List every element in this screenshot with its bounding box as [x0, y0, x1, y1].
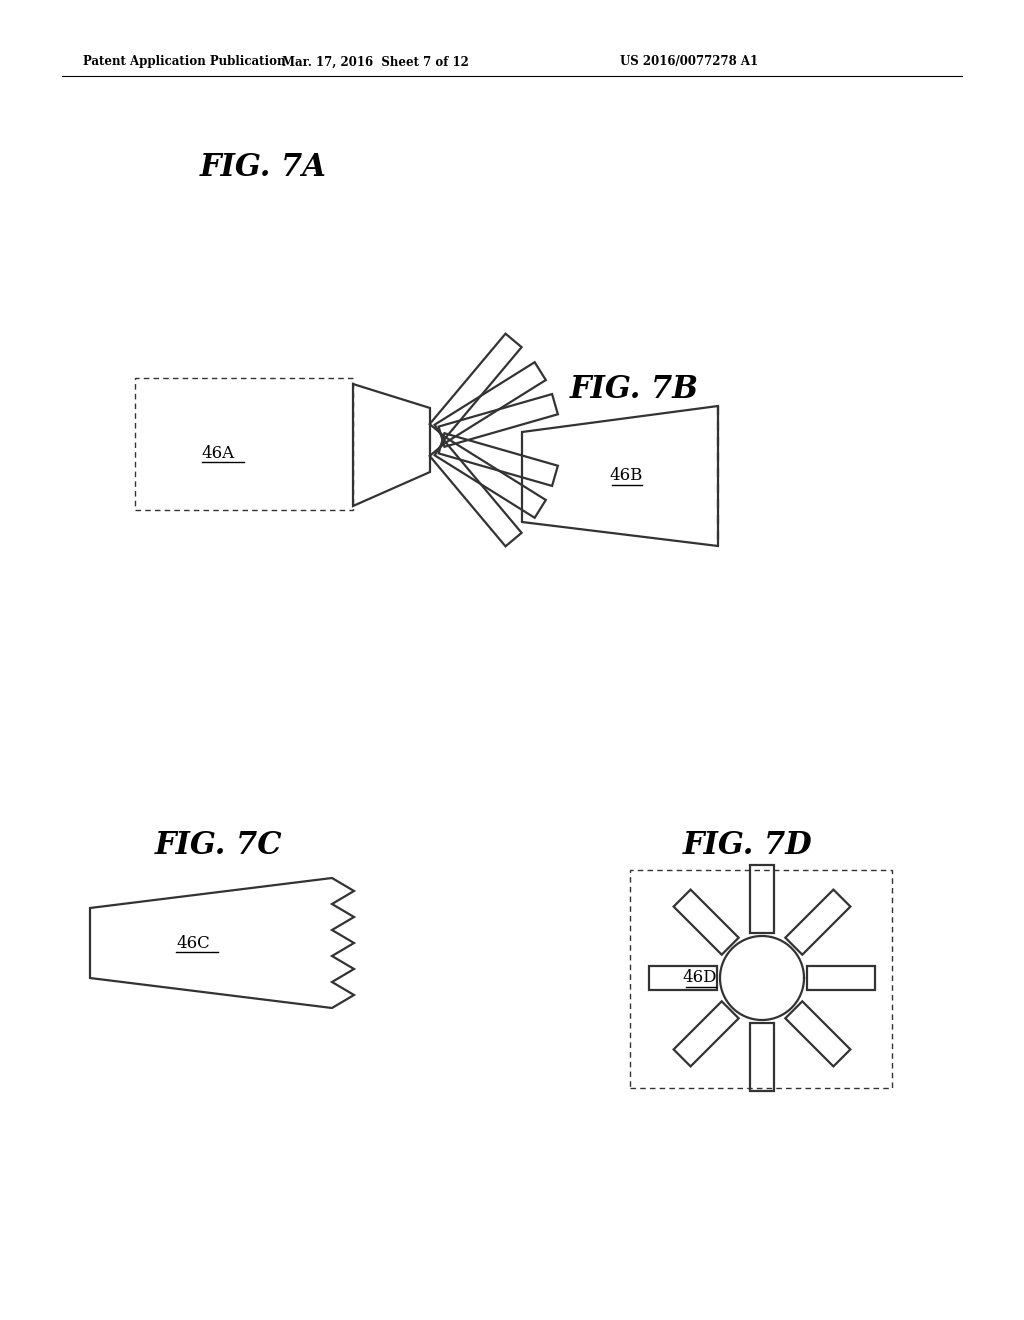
- Text: US 2016/0077278 A1: US 2016/0077278 A1: [620, 55, 758, 69]
- Text: FIG. 7D: FIG. 7D: [683, 829, 813, 861]
- Text: Mar. 17, 2016  Sheet 7 of 12: Mar. 17, 2016 Sheet 7 of 12: [282, 55, 468, 69]
- Text: FIG. 7C: FIG. 7C: [155, 829, 282, 861]
- Text: 46B: 46B: [609, 467, 643, 484]
- Bar: [630, 870, 892, 1088]
- Text: FIG. 7A: FIG. 7A: [200, 153, 327, 183]
- Text: Patent Application Publication: Patent Application Publication: [83, 55, 286, 69]
- Text: 46D: 46D: [683, 969, 717, 986]
- Bar: [135, 378, 353, 510]
- Text: FIG. 7B: FIG. 7B: [569, 375, 698, 405]
- Text: 46C: 46C: [176, 936, 210, 953]
- Text: 46A: 46A: [202, 446, 234, 462]
